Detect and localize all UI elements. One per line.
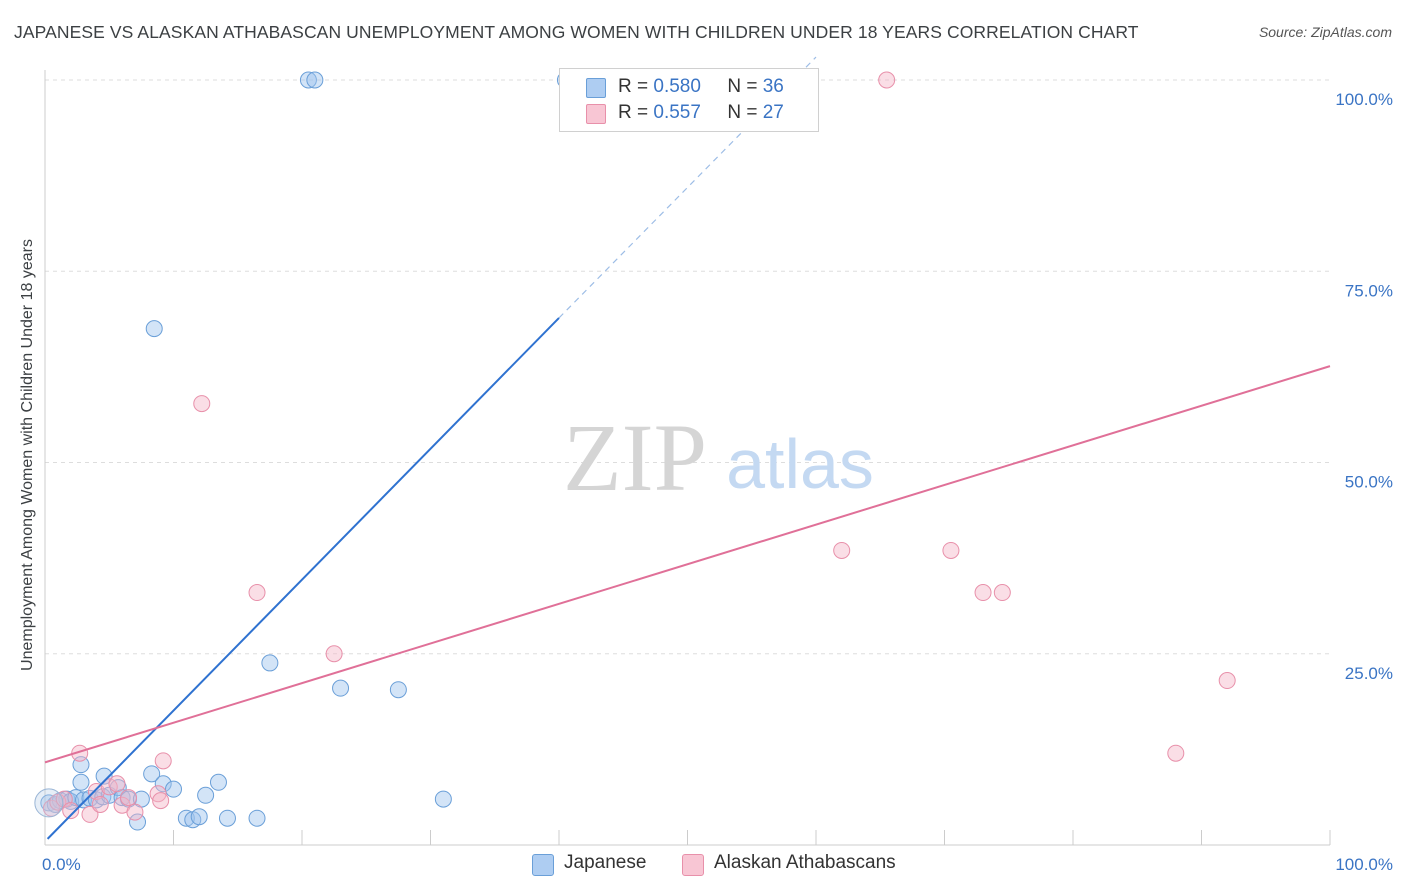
japanese-point <box>197 786 215 804</box>
correlation-legend: R = 0.580 N = 36 R = 0.557 N = 27 <box>559 68 819 132</box>
japanese-point <box>218 809 236 827</box>
tick-labels: 25.0% 50.0% 75.0% 100.0% 0.0% 100.0% <box>42 90 1393 874</box>
alaskan-point <box>126 803 144 821</box>
y-tick-label: 75.0% <box>1345 281 1393 300</box>
japanese-point <box>145 320 163 338</box>
alaskan-point <box>974 584 992 602</box>
japanese-point <box>190 808 208 826</box>
alaskan-point <box>149 785 167 803</box>
legend-r-label: R = <box>618 102 649 123</box>
alaskan-point <box>120 789 138 807</box>
japanese-cluster-point <box>34 788 64 818</box>
x-tick-label: 100.0% <box>1335 855 1393 874</box>
x-tick-label: 0.0% <box>42 855 81 874</box>
alaskan-point <box>942 541 960 559</box>
japanese-point <box>389 681 407 699</box>
legend-r-label: R = <box>618 76 649 97</box>
bottom-legend-swatch-alaskan <box>682 854 704 876</box>
gridlines <box>45 79 1330 655</box>
japanese-point <box>143 765 161 783</box>
japanese-point <box>248 809 266 827</box>
alaskan-point <box>154 752 172 770</box>
alaskan-point <box>325 645 343 663</box>
japanese-point <box>72 773 90 791</box>
bottom-legend-label-japanese: Japanese <box>564 852 647 873</box>
bottom-legend-swatch-japanese <box>532 854 554 876</box>
legend-swatch-alaskan <box>586 104 606 124</box>
alaskan-point <box>87 782 105 800</box>
legend-n-label: N = <box>727 102 758 123</box>
alaskan-point <box>152 792 170 810</box>
alaskan-point <box>833 541 851 559</box>
legend-text-alaskan: R = 0.557 N = 27 <box>618 102 784 124</box>
alaskan-point <box>993 584 1011 602</box>
alaskan-point <box>1167 744 1185 762</box>
legend-n-label: N = <box>727 76 758 97</box>
japanese-point <box>209 773 227 791</box>
japanese-point <box>299 71 317 89</box>
legend-r-value: 0.580 <box>653 76 701 97</box>
legend-swatch-japanese <box>586 78 606 98</box>
japanese-point <box>95 767 113 785</box>
legend-r-value: 0.557 <box>653 102 701 123</box>
japanese-point <box>306 71 324 89</box>
chart-title: JAPANESE VS ALASKAN ATHABASCAN UNEMPLOYM… <box>14 22 1139 42</box>
alaskan-point <box>193 395 211 413</box>
alaskan-point <box>1218 672 1236 690</box>
y-tick-label: 50.0% <box>1345 473 1393 492</box>
legend-n-value: 27 <box>762 102 784 123</box>
watermark-atlas: atlas <box>726 425 874 503</box>
alaskan-point <box>62 802 80 820</box>
japanese-point <box>332 679 350 697</box>
japanese-point <box>434 790 452 808</box>
y-tick-label: 100.0% <box>1335 90 1393 109</box>
japanese-point <box>261 654 279 672</box>
legend-n-value: 36 <box>762 76 784 97</box>
japanese-point <box>177 809 195 827</box>
alaskan-trend-line <box>44 365 1331 764</box>
chart-source: Source: ZipAtlas.com <box>1258 24 1392 40</box>
axes <box>44 70 1331 846</box>
y-axis-label: Unemployment Among Women with Children U… <box>19 239 36 671</box>
watermark: ZIP atlas <box>563 404 874 511</box>
japanese-point <box>129 813 147 831</box>
alaskan-point <box>878 71 896 89</box>
y-tick-label: 25.0% <box>1345 664 1393 683</box>
bottom-legend-label-alaskan: Alaskan Athabascans <box>714 852 896 873</box>
japanese-trend-line <box>46 317 560 840</box>
japanese-point <box>165 780 182 798</box>
japanese-point <box>75 791 93 809</box>
alaskan-point <box>108 775 126 793</box>
alaskan-point <box>248 584 266 602</box>
alaskan-point <box>91 795 109 813</box>
watermark-zip: ZIP <box>563 404 707 511</box>
japanese-point <box>154 775 172 793</box>
data-points <box>34 71 1236 831</box>
trend-lines <box>44 56 1331 840</box>
legend-text-japanese: R = 0.580 N = 36 <box>618 76 784 98</box>
alaskan-point <box>81 805 99 823</box>
